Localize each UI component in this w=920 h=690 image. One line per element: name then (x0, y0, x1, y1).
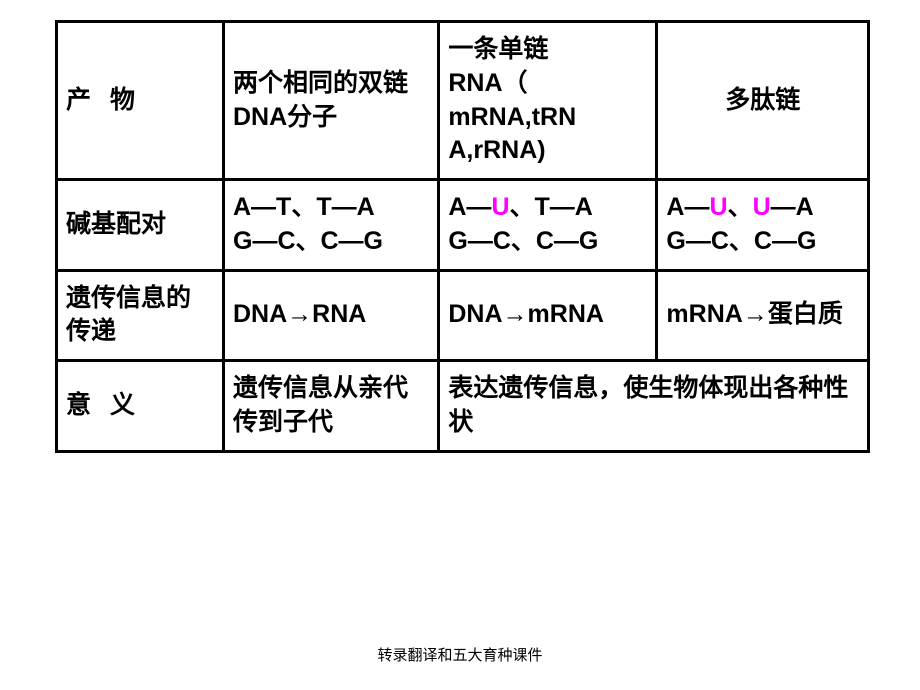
label-text: 产 物 (66, 86, 141, 114)
cell-pairing-rna: A—U、T—A G—C、C—G (439, 180, 657, 271)
cell-pairing-label: 碱基配对 (57, 180, 224, 271)
line1: 一条单链 (448, 35, 548, 63)
cell-transfer-dna: DNA→RNA (224, 270, 439, 361)
u1: U (491, 193, 509, 221)
cell-meaning-expression: 表达遗传信息，使生物体现出各种性状 (439, 361, 869, 452)
row-product: 产 物 两个相同的双链DNA分子 一条单链 RNA（ mRNA,tRN A,rR… (57, 22, 869, 180)
cell-meaning-label: 意 义 (57, 361, 224, 452)
p2: 、 (728, 193, 753, 221)
cell-product-label: 产 物 (57, 22, 224, 180)
cell-product-dna: 两个相同的双链DNA分子 (224, 22, 439, 180)
cell-transfer-label: 遗传信息的 传递 (57, 270, 224, 361)
line2: G—C、C—G (233, 227, 383, 255)
line3: mRNA,tRN (448, 103, 576, 131)
cell-product-peptide: 多肽链 (657, 22, 869, 180)
cell-transfer-mrna: DNA→mRNA (439, 270, 657, 361)
cell-meaning-inheritance: 遗传信息从亲代传到子代 (224, 361, 439, 452)
u2: U (753, 193, 771, 221)
line2: RNA（ (448, 69, 527, 97)
line4: A,rRNA) (448, 136, 545, 164)
cell-product-rna: 一条单链 RNA（ mRNA,tRN A,rRNA) (439, 22, 657, 180)
row-base-pairing: 碱基配对 A—T、T—A G—C、C—G A—U、T—A G—C、C—G A—U… (57, 180, 869, 271)
row-meaning: 意 义 遗传信息从亲代传到子代 表达遗传信息，使生物体现出各种性状 (57, 361, 869, 452)
line2: 传递 (66, 317, 116, 345)
u1: U (709, 193, 727, 221)
line2: G—C、C—G (448, 227, 598, 255)
p2: 、T—A (510, 193, 593, 221)
biology-comparison-table: 产 物 两个相同的双链DNA分子 一条单链 RNA（ mRNA,tRN A,rR… (55, 20, 870, 453)
line1: 遗传信息的 (66, 284, 191, 312)
p1: A— (448, 193, 491, 221)
label-text: 意 义 (66, 391, 141, 419)
p1: A— (666, 193, 709, 221)
cell-pairing-dna: A—T、T—A G—C、C—G (224, 180, 439, 271)
p3: —A (771, 193, 814, 221)
line1: A—T、T—A (233, 193, 375, 221)
line2: G—C、C—G (666, 227, 816, 255)
cell-pairing-protein: A—U、U—A G—C、C—G (657, 180, 869, 271)
cell-transfer-protein: mRNA→蛋白质 (657, 270, 869, 361)
row-info-transfer: 遗传信息的 传递 DNA→RNA DNA→mRNA mRNA→蛋白质 (57, 270, 869, 361)
footer-caption: 转录翻译和五大育种课件 (0, 644, 920, 665)
